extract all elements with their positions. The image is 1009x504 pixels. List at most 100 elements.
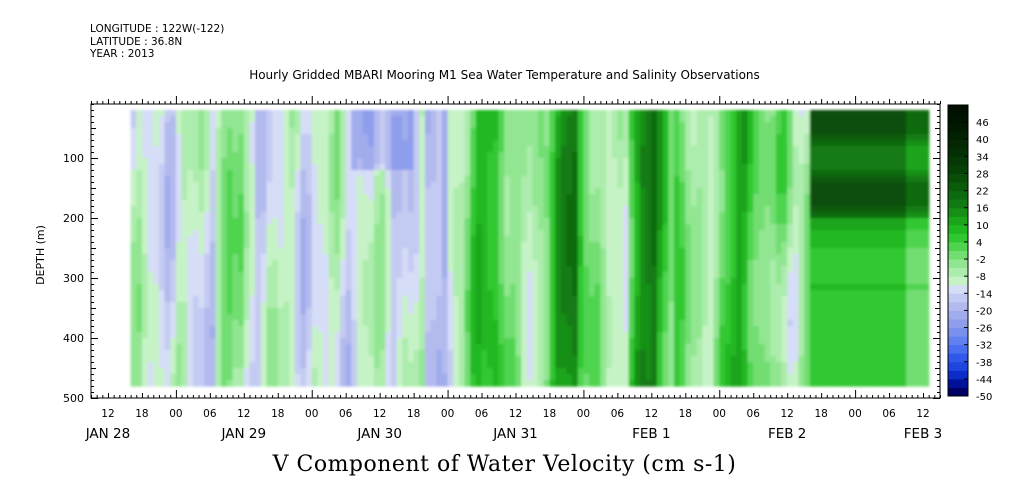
colorbar-swatch	[948, 344, 968, 354]
y-tick-label: 200	[63, 212, 84, 225]
colorbar-swatch	[948, 139, 968, 149]
y-tick-label: 300	[63, 272, 84, 285]
x-tick-label: 12	[509, 408, 522, 420]
colorbar-label: 34	[976, 152, 989, 163]
x-tick-label: 18	[135, 408, 148, 420]
colorbar-label: 10	[976, 221, 989, 232]
colorbar-label: -14	[976, 289, 992, 300]
x-date-label: FEB 1	[632, 426, 670, 442]
colorbar-label: 22	[976, 187, 989, 198]
heatmap-field	[130, 110, 930, 387]
colorbar-label: 46	[976, 118, 989, 129]
x-date-label: JAN 31	[492, 426, 538, 442]
colorbar-swatch	[948, 336, 968, 346]
colorbar-swatch	[948, 130, 968, 140]
x-tick-label: 18	[814, 408, 827, 420]
colorbar-label: -20	[976, 306, 992, 317]
colorbar-swatch	[948, 259, 968, 269]
x-tick-label: 12	[101, 408, 114, 420]
colorbar-label: -26	[976, 324, 992, 335]
year-label: YEAR : 2013	[90, 48, 155, 60]
colorbar-swatch	[948, 318, 968, 329]
colorbar-swatch	[948, 327, 968, 337]
x-tick-label: 12	[645, 408, 658, 420]
colorbar-swatch	[948, 353, 968, 363]
colorbar-swatch	[948, 207, 968, 217]
colorbar-swatch	[948, 216, 968, 226]
colorbar-swatch	[948, 164, 968, 174]
colorbar-swatch	[948, 361, 968, 371]
colorbar-swatch	[948, 387, 968, 397]
colorbar-swatch	[948, 199, 968, 209]
x-tick-label: 06	[339, 408, 353, 420]
colorbar-swatch	[948, 267, 968, 277]
x-tick-label: 06	[475, 408, 489, 420]
x-tick-label: 00	[169, 408, 182, 420]
colorbar-swatch	[948, 301, 968, 311]
x-tick-label: 18	[543, 408, 556, 420]
x-tick-label: 06	[203, 408, 217, 420]
colorbar-swatch	[948, 250, 968, 260]
x-tick-label: 18	[679, 408, 692, 420]
x-date-label: JAN 28	[85, 426, 131, 442]
x-tick-label: 12	[373, 408, 386, 420]
colorbar: 46 40 34 28 22 16 10 4 -2 -8 -14 -20 -26 -32 -38 -44 -50	[947, 104, 992, 403]
x-date-label: FEB 3	[904, 426, 942, 442]
y-axis: DEPTH (m)	[34, 225, 47, 285]
colorbar-frame	[947, 104, 969, 397]
colorbar-label: -38	[976, 358, 992, 369]
colorbar-swatch	[948, 370, 968, 380]
y-tick-label: 400	[63, 332, 84, 345]
colorbar-label: 4	[976, 238, 982, 249]
x-tick-label: 06	[882, 408, 896, 420]
x-tick-label: 06	[611, 408, 625, 420]
colorbar-swatch	[948, 378, 968, 388]
x-tick-label: 12	[237, 408, 250, 420]
x-tick-label: 00	[441, 408, 454, 420]
colorbar-swatch	[948, 113, 968, 123]
colorbar-label: -50	[976, 392, 992, 403]
colorbar-swatch	[948, 310, 968, 320]
x-tick-label: 06	[747, 408, 761, 420]
colorbar-label: 40	[976, 135, 989, 146]
colorbar-label: -32	[976, 341, 992, 352]
x-tick-label: 18	[407, 408, 420, 420]
colorbar-swatch	[948, 233, 968, 243]
y-axis-label: DEPTH (m)	[34, 225, 47, 285]
colorbar-swatch	[948, 224, 968, 234]
x-axis-title: V Component of Water Velocity (cm s-1)	[272, 452, 737, 477]
x-tick-label: 18	[271, 408, 284, 420]
x-tick-label: 12	[916, 408, 929, 420]
colorbar-swatch	[948, 276, 968, 286]
colorbar-label: -2	[976, 255, 986, 266]
x-tick-label: 12	[780, 408, 793, 420]
colorbar-swatch	[948, 122, 968, 132]
colorbar-swatch	[948, 284, 968, 294]
colorbar-label: 16	[976, 204, 989, 215]
colorbar-swatch	[948, 173, 968, 183]
colorbar-label: -8	[976, 272, 986, 283]
x-tick-label: 00	[577, 408, 590, 420]
colorbar-swatch	[948, 293, 968, 303]
colorbar-swatch	[948, 241, 968, 251]
colorbar-swatch	[948, 105, 968, 115]
colorbar-label: 28	[976, 169, 989, 180]
colorbar-swatch	[948, 147, 968, 157]
colorbar-swatch	[948, 190, 968, 200]
colorbar-label: -44	[976, 375, 992, 386]
axes: 12 18 00 06 12 18 00 06 12 18 00 06 12 18 00 06 12 18 00 06…	[63, 96, 942, 442]
x-date-label: JAN 30	[356, 426, 402, 442]
latitude-label: LATITUDE : 36.8N	[90, 36, 183, 48]
x-date-label: JAN 29	[221, 426, 267, 442]
x-tick-label: 00	[305, 408, 318, 420]
colorbar-swatch	[948, 156, 968, 166]
x-tick-label: 00	[713, 408, 726, 420]
y-tick-label: 500	[63, 392, 84, 405]
chart-title: Hourly Gridded MBARI Mooring M1 Sea Wate…	[249, 68, 760, 82]
y-tick-label: 100	[63, 152, 84, 165]
x-tick-label: 00	[848, 408, 861, 420]
longitude-label: LONGITUDE : 122W(-122)	[90, 23, 225, 35]
x-date-label: FEB 2	[768, 426, 806, 442]
colorbar-swatch	[948, 182, 968, 192]
